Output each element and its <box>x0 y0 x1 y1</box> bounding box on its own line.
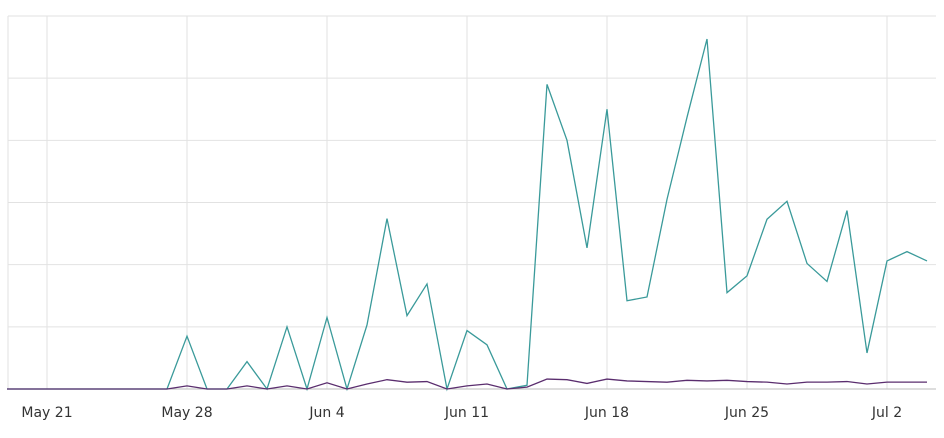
x-tick-label: Jun 25 <box>724 405 769 421</box>
x-tick-label: Jun 4 <box>308 405 344 421</box>
series-line <box>7 378 927 390</box>
x-tick-label: Jul 2 <box>871 405 902 421</box>
x-tick-label: Jun 18 <box>584 405 629 421</box>
x-tick-label: Jun 11 <box>444 405 489 421</box>
x-tick-label: May 28 <box>161 405 212 421</box>
x-tick-label: May 21 <box>21 405 72 421</box>
